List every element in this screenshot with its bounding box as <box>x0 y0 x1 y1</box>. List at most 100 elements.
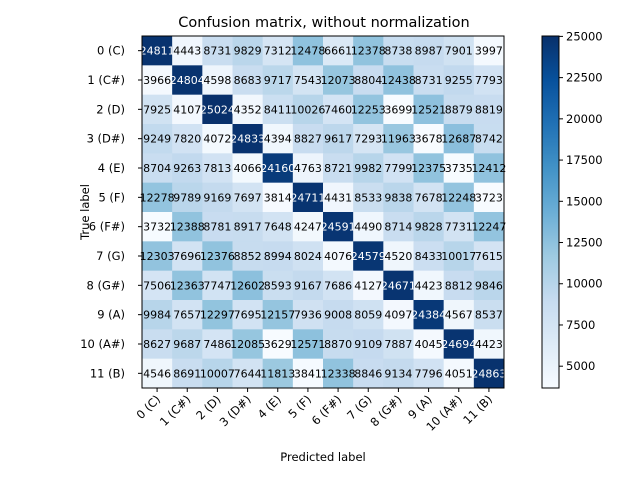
cell-value-label: 4763 <box>294 162 322 175</box>
cell-value-label: 7486 <box>203 338 231 351</box>
cell-value-label: 12073 <box>321 74 356 87</box>
cell-value-label: 8537 <box>475 309 503 322</box>
cell-value-label: 24711 <box>290 191 325 204</box>
cell-value-label: 9263 <box>173 162 201 175</box>
heatmap-cell <box>383 329 414 360</box>
cell-value-label: 7615 <box>475 250 503 263</box>
cell-value-label: 3732 <box>143 221 171 234</box>
cell-value-label: 12303 <box>140 250 175 263</box>
heatmap-cell <box>323 300 354 330</box>
heatmap-cell <box>383 65 414 96</box>
heatmap-cell <box>473 358 505 389</box>
cell-value-label: 3841 <box>294 367 322 380</box>
cell-value-label: 8059 <box>354 309 382 322</box>
y-tick-label: 2 (D) <box>96 102 125 116</box>
heatmap-cell <box>323 65 354 96</box>
heatmap-cell <box>262 358 294 389</box>
heatmap-cell <box>292 36 324 66</box>
heatmap-cell <box>262 182 294 213</box>
cell-value-label: 9167 <box>294 279 322 292</box>
cell-value-label: 7887 <box>384 338 412 351</box>
cell-value-label: 4045 <box>415 338 443 351</box>
cell-value-label: 3966 <box>143 74 171 87</box>
heatmap-cell <box>323 329 354 360</box>
colorbar-tick-label: 10000 <box>566 277 603 291</box>
heatmap-cell <box>323 212 354 242</box>
cell-value-label: 12478 <box>290 45 325 58</box>
heatmap-cell <box>172 182 203 213</box>
colorbar-tick-label: 25000 <box>566 29 603 43</box>
heatmap-cell <box>443 153 475 184</box>
cell-value-label: 24804 <box>170 74 205 87</box>
heatmap-cell <box>323 358 354 389</box>
heatmap-cell <box>443 358 475 389</box>
cell-value-label: 12602 <box>230 279 265 292</box>
cell-value-label: 24384 <box>411 309 446 322</box>
x-tick-labels: 0 (C)1 (C#) 2 (D)3 (D#) 4 (E) 5 (F)6 (F#) 7 … <box>134 388 495 434</box>
heatmap-cell <box>202 329 233 360</box>
heatmap-cell <box>172 94 203 125</box>
cell-value-label: 4520 <box>384 250 412 263</box>
cell-value-label: 4394 <box>264 133 292 146</box>
heatmap-cell <box>262 94 294 125</box>
cell-value-label: 9169 <box>203 191 231 204</box>
cell-value-label: 6661 <box>324 45 352 58</box>
heatmap-cell <box>232 241 264 272</box>
heatmap-cell <box>262 65 294 96</box>
cell-value-label: 7793 <box>475 74 503 87</box>
heatmap-cell <box>383 212 414 242</box>
heatmap-cell <box>172 270 203 301</box>
cell-value-label: 7820 <box>173 133 201 146</box>
cell-value-label: 7799 <box>384 162 412 175</box>
chart-title: Confusion matrix, without normalization <box>178 15 469 31</box>
cell-value-label: 3814 <box>264 191 292 204</box>
heatmap-cell <box>232 358 264 389</box>
heatmap-cell <box>142 358 173 389</box>
heatmap-cell <box>383 182 414 213</box>
cell-value-label: 8781 <box>203 221 231 234</box>
heatmap-cell <box>292 358 324 389</box>
cell-value-label: 12278 <box>140 191 175 204</box>
cell-value-label: 8731 <box>203 45 231 58</box>
cell-value-label: 7312 <box>264 45 292 58</box>
heatmap-cell <box>202 358 233 389</box>
cell-value-label: 8691 <box>173 367 201 380</box>
heatmap-cell <box>292 300 324 330</box>
cell-value-label: 4066 <box>234 162 262 175</box>
cell-value-label: 10017 <box>441 250 476 263</box>
heatmap-cell <box>353 182 384 213</box>
cell-value-label: 8714 <box>384 221 412 234</box>
heatmap-cell <box>262 329 294 360</box>
cell-value-label: 7936 <box>294 309 322 322</box>
cell-value-label: 8731 <box>415 74 443 87</box>
cell-value-label: 4247 <box>294 221 322 234</box>
heatmap-cell <box>353 94 384 125</box>
cell-value-label: 9617 <box>324 133 352 146</box>
heatmap-cell <box>413 65 445 96</box>
cell-value-label: 10026 <box>290 103 325 116</box>
x-tick-label: 11 (B) <box>460 392 495 427</box>
heatmap-cell <box>262 241 294 272</box>
y-axis-label: True label <box>78 184 92 241</box>
cell-value-label: 3997 <box>475 45 503 58</box>
cell-value-label: 12521 <box>411 103 446 116</box>
colorbar-tick-labels: 5000 7500 10000 12500 15000 17500 20000 22500 25… <box>559 29 603 373</box>
heatmap-cell <box>323 94 354 125</box>
heatmap-cell <box>142 153 173 184</box>
heatmap-cell <box>142 241 173 272</box>
heatmap-cell <box>413 153 445 184</box>
heatmap-cell <box>232 182 264 213</box>
y-tick-label: 11 (B) <box>90 366 125 380</box>
heatmap-cell <box>172 300 203 330</box>
heatmap-cell <box>172 153 203 184</box>
cell-value-label: 9984 <box>143 309 171 322</box>
heatmap-cell <box>292 241 324 272</box>
heatmap-cell <box>202 94 233 125</box>
heatmap-cell <box>262 36 294 66</box>
y-tick-label: 1 (C#) <box>87 73 125 87</box>
heatmap-cell <box>473 36 505 66</box>
cell-value-label: 4072 <box>203 133 231 146</box>
cell-value-label: 24671 <box>381 279 416 292</box>
heatmap-cell <box>202 153 233 184</box>
cell-value-label: 11813 <box>260 367 295 380</box>
